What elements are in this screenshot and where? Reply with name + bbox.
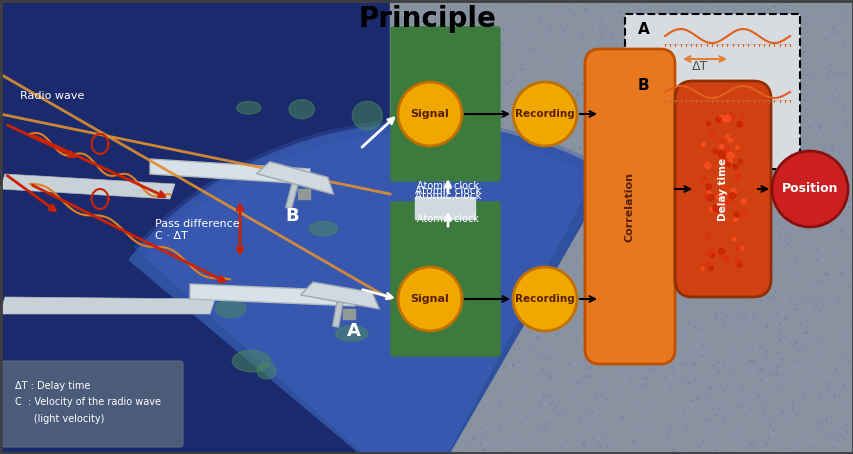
Text: ΔT : Delay time
C  : Velocity of the radio wave
      (light velocity): ΔT : Delay time C : Velocity of the radi…	[15, 381, 161, 424]
Polygon shape	[285, 183, 298, 209]
Ellipse shape	[215, 300, 246, 318]
Text: A: A	[346, 322, 361, 340]
Wedge shape	[135, 120, 600, 454]
Text: Atomic clock: Atomic clock	[416, 181, 479, 191]
Bar	[415, 197, 474, 219]
Polygon shape	[333, 301, 343, 327]
Ellipse shape	[288, 100, 314, 119]
Bar	[0, 0, 390, 454]
Text: Recording: Recording	[514, 109, 574, 119]
Text: Radio wave: Radio wave	[20, 91, 84, 101]
Wedge shape	[141, 129, 595, 454]
Wedge shape	[146, 135, 593, 454]
Wedge shape	[148, 138, 591, 454]
Bar	[390, 0, 853, 454]
Text: B: B	[637, 79, 649, 94]
Text: A: A	[637, 21, 649, 36]
Circle shape	[513, 82, 577, 146]
Text: Position: Position	[780, 183, 838, 196]
Wedge shape	[129, 124, 609, 454]
Ellipse shape	[335, 326, 368, 341]
Polygon shape	[256, 162, 334, 194]
Polygon shape	[150, 159, 310, 184]
Text: B: B	[285, 207, 299, 225]
FancyBboxPatch shape	[2, 361, 183, 447]
Text: Recording: Recording	[514, 294, 574, 304]
Ellipse shape	[352, 101, 382, 130]
Bar	[298, 189, 310, 199]
Circle shape	[397, 267, 461, 331]
Text: Atomic clock: Atomic clock	[415, 186, 481, 196]
FancyBboxPatch shape	[584, 49, 674, 364]
Wedge shape	[136, 123, 598, 454]
Text: Pass difference
C · ΔT: Pass difference C · ΔT	[154, 219, 240, 241]
Text: Principle: Principle	[357, 5, 496, 33]
Bar	[343, 309, 355, 319]
Wedge shape	[153, 144, 589, 454]
Wedge shape	[150, 141, 589, 454]
Circle shape	[513, 267, 577, 331]
FancyBboxPatch shape	[674, 81, 770, 297]
Ellipse shape	[309, 222, 337, 236]
Text: Atomic clock: Atomic clock	[416, 214, 479, 224]
Text: Atomic clock: Atomic clock	[415, 191, 481, 201]
Ellipse shape	[257, 363, 276, 379]
Text: ΔT: ΔT	[691, 59, 707, 73]
Ellipse shape	[236, 102, 260, 114]
Wedge shape	[145, 134, 593, 454]
Circle shape	[397, 82, 461, 146]
Wedge shape	[139, 126, 597, 454]
Polygon shape	[300, 282, 379, 309]
Text: Signal: Signal	[410, 294, 449, 304]
Polygon shape	[0, 297, 215, 314]
Polygon shape	[189, 284, 355, 306]
Text: Correlation: Correlation	[624, 172, 635, 242]
Text: Signal: Signal	[410, 109, 449, 119]
Circle shape	[771, 151, 847, 227]
FancyBboxPatch shape	[391, 202, 499, 356]
Ellipse shape	[232, 350, 270, 372]
Text: Delay time: Delay time	[717, 158, 727, 221]
FancyBboxPatch shape	[624, 14, 799, 169]
Polygon shape	[0, 174, 175, 199]
Wedge shape	[143, 132, 594, 454]
FancyBboxPatch shape	[391, 27, 499, 181]
